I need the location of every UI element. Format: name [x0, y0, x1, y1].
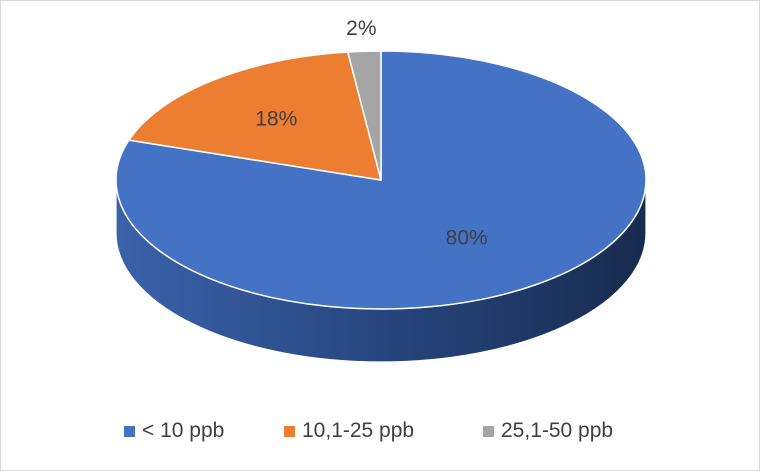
legend: < 10 ppb 10,1-25 ppb 25,1-50 ppb: [124, 419, 613, 442]
label-25-1-50-ppb: 2%: [346, 17, 376, 40]
label-10-ppb: 80%: [446, 226, 488, 249]
legend-swatch-10-1-25-ppb: [284, 426, 295, 437]
legend-swatch-10-ppb: [124, 426, 135, 437]
slice-25-1-50-ppb: [347, 50, 382, 181]
slice-10-1-25-ppb: [128, 51, 382, 181]
label-10-1-25-ppb: 18%: [255, 107, 297, 130]
pie-top: [115, 50, 647, 310]
legend-label-10-ppb: < 10 ppb: [142, 419, 224, 442]
legend-label-25-1-50-ppb: 25,1-50 ppb: [501, 419, 613, 442]
legend-swatch-25-1-50-ppb: [483, 426, 494, 437]
legend-label-10-1-25-ppb: 10,1-25 ppb: [302, 419, 414, 442]
pie-labels: 80% 18% 2%: [255, 17, 487, 249]
